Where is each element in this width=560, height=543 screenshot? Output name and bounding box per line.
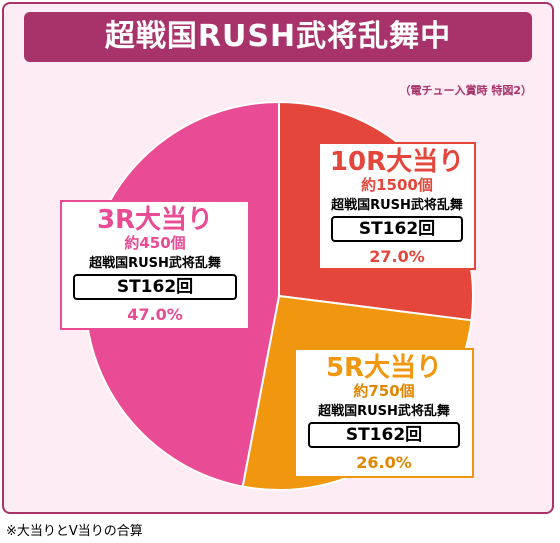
slice-label-10r: 10R大当り 約1500個 超戦国RUSH武将乱舞 ST162回 27.0% <box>318 142 476 270</box>
slice-10r-payout: 約1500個 <box>361 176 433 194</box>
slice-label-5r: 5R大当り 約750個 超戦国RUSH武将乱舞 ST162回 26.0% <box>294 348 474 478</box>
slice-10r-st: ST162回 <box>331 216 463 242</box>
slice-5r-title: 5R大当り <box>325 353 443 383</box>
slice-5r-mode: 超戦国RUSH武将乱舞 <box>318 404 450 419</box>
slice-10r-mode: 超戦国RUSH武将乱舞 <box>331 198 463 213</box>
slice-3r-mode: 超戦国RUSH武将乱舞 <box>89 256 221 271</box>
slice-5r-st: ST162回 <box>308 422 460 448</box>
slice-5r-percent: 26.0% <box>356 453 412 472</box>
slice-3r-percent: 47.0% <box>127 305 183 324</box>
chart-subnote: （電チュー入賞時 特図2） <box>399 84 532 97</box>
slice-3r-title: 3R大当り <box>96 205 214 235</box>
slice-5r-payout: 約750個 <box>353 382 415 400</box>
chart-footnote: ※大当りとV当りの合算 <box>6 524 143 539</box>
slice-label-3r: 3R大当り 約450個 超戦国RUSH武将乱舞 ST162回 47.0% <box>60 200 250 330</box>
slice-10r-title: 10R大当り <box>329 147 465 177</box>
slice-3r-payout: 約450個 <box>124 234 186 252</box>
slice-10r-percent: 27.0% <box>369 247 425 266</box>
slice-3r-st: ST162回 <box>73 274 237 300</box>
chart-title: 超戦国RUSH武将乱舞中 <box>24 12 532 62</box>
